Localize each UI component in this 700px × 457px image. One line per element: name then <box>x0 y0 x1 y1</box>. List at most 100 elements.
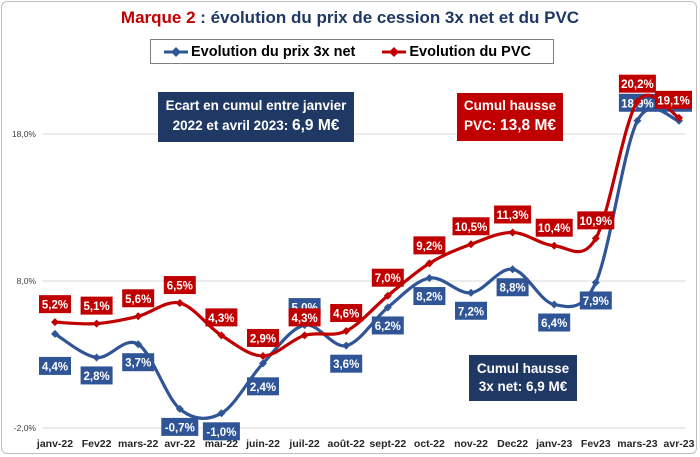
data-label-pvc: 4,6% <box>333 308 359 320</box>
data-point-net <box>383 303 392 312</box>
data-label-box-net <box>161 417 199 436</box>
data-label-box-pvc <box>122 289 155 308</box>
data-label-box-pvc <box>371 268 404 287</box>
data-label-pvc: 5,6% <box>125 294 151 306</box>
data-label-box-net <box>202 422 240 441</box>
legend-label-pvc: Evolution du PVC <box>409 43 531 60</box>
data-label-box-pvc <box>205 308 238 327</box>
net-annotation-line2: 3x net: 6,9 M€ <box>478 379 568 394</box>
data-label-box-pvc <box>39 295 71 314</box>
data-point-net <box>217 409 226 418</box>
data-label-box-pvc <box>288 308 321 327</box>
title-text: : évolution du prix de cession 3x net et… <box>195 8 580 27</box>
x-tick-label: avr-22 <box>164 438 195 450</box>
data-label-pvc: 10,5% <box>455 222 488 234</box>
x-tick-label: oct-22 <box>414 438 445 450</box>
data-label-net: 6,2% <box>375 321 401 333</box>
data-point-net <box>51 329 59 338</box>
pvc-annotation-line2: PVC: 13,8 M€ <box>463 116 557 134</box>
data-point-pvc <box>467 240 475 249</box>
data-label-net: -1,0% <box>206 427 236 439</box>
data-label-box-net <box>413 287 446 306</box>
legend-label-net: Evolution du prix 3x net <box>191 43 356 60</box>
data-point-pvc <box>633 97 642 106</box>
data-label-net: 2,4% <box>250 382 276 394</box>
x-tick-label: Fev22 <box>82 438 112 450</box>
data-point-pvc <box>92 319 101 328</box>
data-point-net <box>425 274 434 283</box>
data-label-box-net <box>455 301 487 320</box>
data-point-pvc <box>134 312 143 321</box>
data-label-pvc: 4,3% <box>291 313 317 325</box>
data-label-box-net <box>122 353 155 372</box>
data-label-pvc: 4,3% <box>208 313 234 325</box>
x-tick-label: mars-23 <box>617 438 657 450</box>
gap-annotation-value: 6,9 M€ <box>291 116 340 134</box>
data-label-box-pvc <box>452 217 490 236</box>
data-label-net: 4,4% <box>42 361 68 373</box>
data-label-box-pvc <box>494 205 532 224</box>
x-tick-label: Fev23 <box>581 438 611 450</box>
x-tick-label: mars-22 <box>118 438 158 450</box>
net-annotation: Cumul hausse 3x net: 6,9 M€ <box>469 355 577 401</box>
x-tick-label: juil-22 <box>288 438 320 450</box>
x-tick-label: janv-22 <box>36 438 73 450</box>
data-label-net: -0,7% <box>165 422 195 434</box>
data-label-pvc: 11,3% <box>497 210 529 222</box>
y-tick-label: -2,0% <box>14 423 37 433</box>
data-label-box-pvc <box>535 218 573 237</box>
data-point-net <box>342 341 351 350</box>
data-label-box-net <box>330 354 363 373</box>
x-tick-label: nov-22 <box>454 438 488 450</box>
data-point-net <box>259 359 267 368</box>
data-label-box-pvc <box>413 236 446 255</box>
data-point-pvc <box>175 299 184 308</box>
data-label-box-net <box>80 366 113 385</box>
data-label-box-pvc <box>163 276 196 295</box>
data-point-pvc <box>550 241 559 250</box>
title-brand: Marque 2 <box>120 8 196 27</box>
data-point-net <box>467 288 475 297</box>
gap-annotation-line2: 2022 et avril 2023: 6,9 M€ <box>172 116 340 134</box>
data-label-box-net <box>496 278 529 297</box>
data-point-net <box>550 300 559 309</box>
data-label-net: 7,2% <box>458 306 484 318</box>
data-label-box-net <box>538 313 571 332</box>
data-point-pvc <box>675 113 683 122</box>
data-point-pvc <box>425 259 434 268</box>
legend-marker-pvc <box>382 46 407 57</box>
data-label-net: 8,8% <box>499 283 525 295</box>
pvc-annotation: Cumul hausse PVC: 13,8 M€ <box>457 93 563 141</box>
data-point-pvc <box>259 351 267 360</box>
chart-title: Marque 2 : évolution du prix de cession … <box>0 8 700 28</box>
series-line-net <box>53 107 681 420</box>
data-label-net: 2,8% <box>83 371 109 383</box>
data-label-box-pvc <box>577 211 615 230</box>
data-label-pvc: 2,9% <box>250 333 276 345</box>
pvc-annotation-value: 13,8 M€ <box>500 116 557 134</box>
data-label-pvc: 10,4% <box>538 223 571 235</box>
data-point-pvc <box>383 291 392 300</box>
data-label-net: 6,4% <box>541 318 567 330</box>
data-point-net <box>633 116 642 125</box>
data-label-pvc: 6,5% <box>167 281 193 293</box>
x-tick-label: Dec22 <box>497 438 528 450</box>
data-point-pvc <box>342 326 351 335</box>
data-point-net <box>508 265 517 274</box>
data-point-net <box>92 353 101 362</box>
data-point-net <box>591 278 600 287</box>
data-label-net: 3,6% <box>333 359 359 371</box>
data-label-net: 7,9% <box>583 296 609 308</box>
x-tick-label: avr-23 <box>664 438 695 450</box>
data-label-box-pvc <box>80 296 113 315</box>
data-label-pvc: 20,2% <box>621 79 654 91</box>
data-label-box-net <box>247 377 279 396</box>
data-label-box-pvc <box>618 74 656 93</box>
x-tick-label: mai-22 <box>205 438 238 450</box>
data-label-box-net <box>371 316 404 335</box>
data-label-pvc: 5,1% <box>83 301 109 313</box>
chart-legend: Evolution du prix 3x net Evolution du PV… <box>150 39 554 64</box>
data-point-pvc <box>300 331 309 340</box>
data-label-box-pvc <box>655 90 692 109</box>
